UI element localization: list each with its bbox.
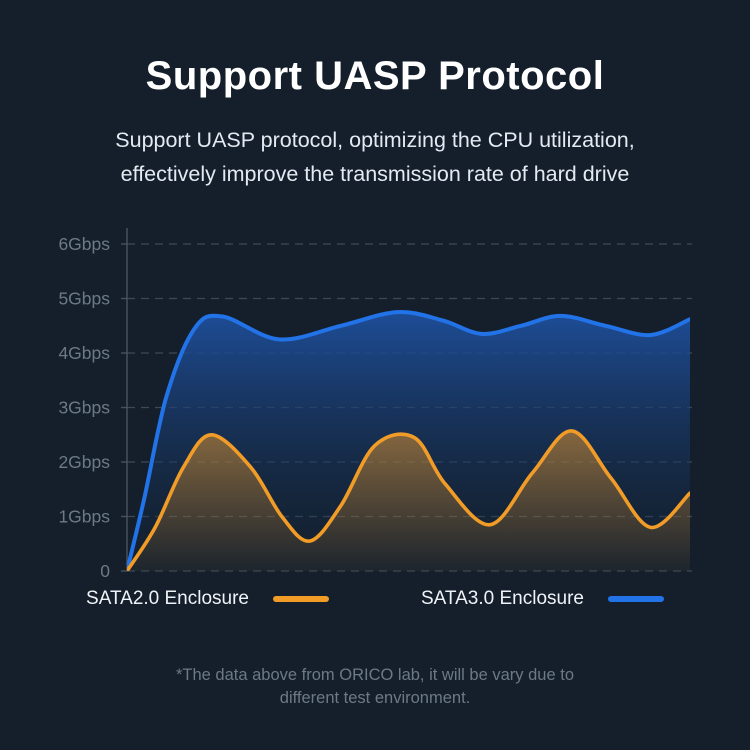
ytick-label: 6Gbps (58, 234, 110, 254)
series-line-sata2-0-enclosure (127, 429, 690, 571)
legend-label-sata2: SATA2.0 Enclosure (86, 588, 249, 609)
footnote-line-2: different test environment. (279, 689, 471, 707)
subtitle-line-1: Support UASP protocol, optimizing the CP… (115, 128, 635, 152)
ytick-label: 3Gbps (58, 398, 110, 418)
page-title: Support UASP Protocol (145, 54, 605, 98)
legend-swatch-sata2-orange-line-icon (273, 596, 329, 602)
ytick-label: 5Gbps (58, 289, 110, 309)
legend-swatch-sata3-blue-line-icon (607, 596, 664, 602)
legend-label-sata3: SATA3.0 Enclosure (421, 588, 584, 609)
series-area-sata2-0-enclosure (127, 430, 690, 571)
ytick-label: 4Gbps (58, 343, 110, 363)
subtitle-line-2: effectively improve the transmission rat… (120, 162, 630, 186)
ytick-label: 2Gbps (58, 452, 110, 472)
footnote: *The data above from ORICO lab, it will … (0, 664, 750, 710)
legend-item-sata3: SATA3.0 Enclosure (421, 588, 664, 610)
ytick-label: 1Gbps (58, 507, 110, 527)
chart-legend: SATA2.0 Enclosure SATA3.0 Enclosure (0, 588, 750, 610)
footnote-line-1: *The data above from ORICO lab, it will … (175, 666, 574, 684)
series-line-sata3-0-enclosure (127, 310, 690, 571)
chart-plot: 6Gbps 5Gbps 4Gbps 3Gbps 2Gbps 1Gbps 0 (58, 228, 692, 581)
page-subtitle: Support UASP protocol, optimizing the CP… (0, 123, 750, 191)
ytick-label: 0 (100, 561, 110, 581)
throughput-chart: 6Gbps 5Gbps 4Gbps 3Gbps 2Gbps 1Gbps 0 (0, 210, 750, 590)
legend-item-sata2: SATA2.0 Enclosure (86, 588, 329, 610)
